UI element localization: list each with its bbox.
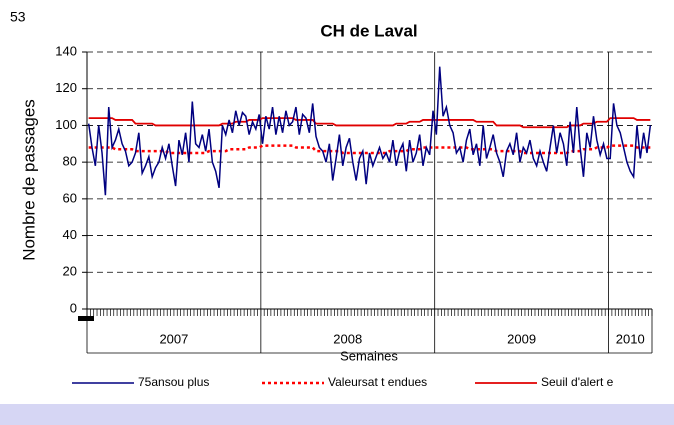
- y-tick-label: 60: [63, 190, 77, 205]
- y-tick-label: 40: [63, 227, 77, 242]
- y-tick-label: 100: [55, 117, 77, 132]
- legend-label: 75ansou plus: [138, 375, 209, 389]
- y-tick-label: 0: [70, 300, 77, 315]
- series-line: [88, 117, 651, 129]
- chart-title: CH de Laval: [320, 21, 417, 40]
- year-label: 2008: [333, 331, 362, 346]
- x-axis-label: Semaines: [340, 348, 398, 363]
- y-tick-label: 20: [63, 264, 77, 279]
- y-tick-label: 80: [63, 154, 77, 169]
- year-label: 2009: [507, 331, 536, 346]
- legend-label: Seuil d'alert e: [541, 375, 614, 389]
- y-tick-label: 120: [55, 80, 77, 95]
- chart-area: [0, 0, 674, 404]
- y-axis-label: Nombre de passages: [19, 99, 38, 261]
- axis-marker: [78, 316, 94, 321]
- corner-label: 53: [10, 9, 26, 25]
- year-label: 2010: [616, 331, 645, 346]
- year-label: 2007: [159, 331, 188, 346]
- y-tick-label: 140: [55, 43, 77, 58]
- series-line: [87, 66, 652, 196]
- legend-label: Valeursat t endues: [328, 375, 427, 389]
